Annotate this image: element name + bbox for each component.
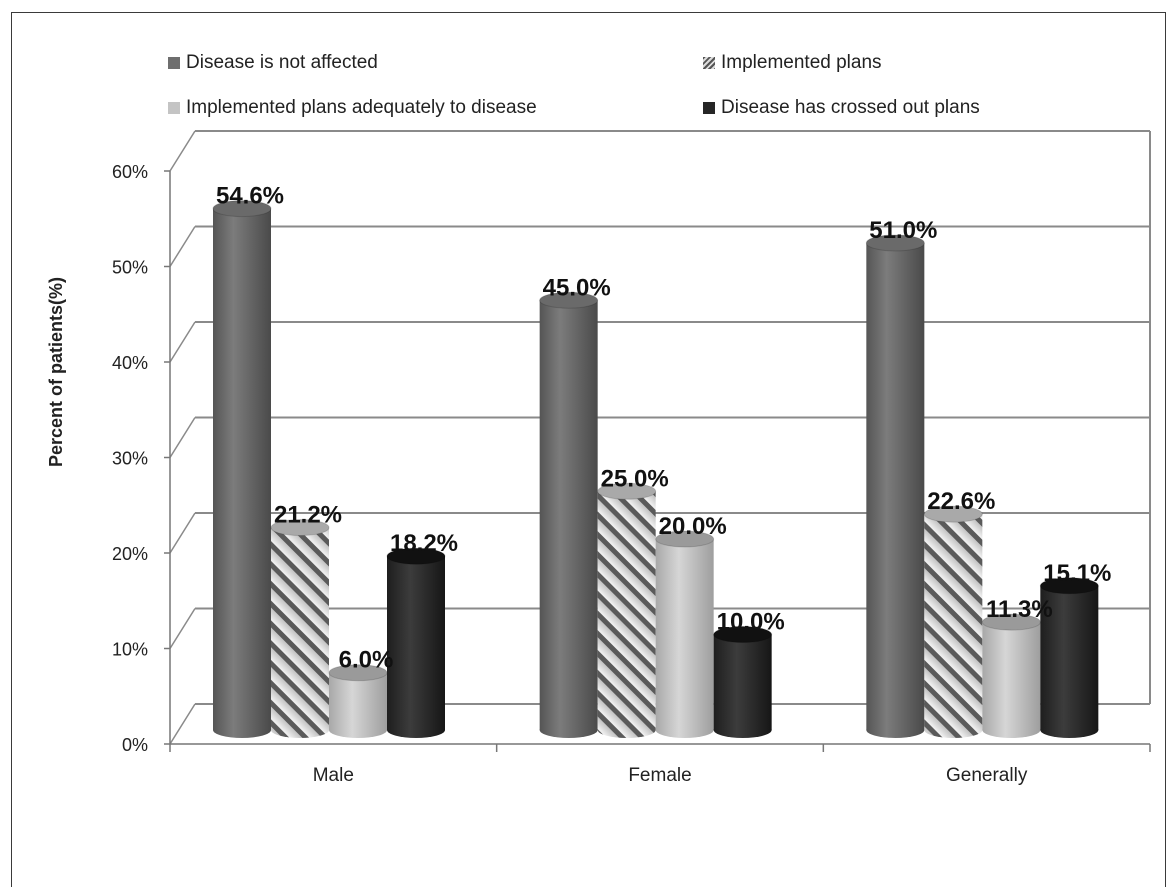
y-tick-label: 0% <box>122 735 148 755</box>
y-tick-label: 60% <box>112 162 148 182</box>
y-tick-label: 50% <box>112 258 148 278</box>
legend-label-disease-crossed-out: Disease has crossed out plans <box>721 97 980 118</box>
data-label: 22.6% <box>927 488 995 515</box>
bar-base <box>924 722 983 738</box>
bar-cap <box>981 613 1041 631</box>
data-label: 15.1% <box>1043 560 1111 587</box>
bar-base <box>271 722 329 738</box>
bar-base <box>539 722 598 738</box>
bar-cap <box>1039 577 1099 595</box>
y-tick-label: 20% <box>112 544 148 564</box>
bar-base <box>1040 722 1099 738</box>
bar-cap <box>597 482 657 500</box>
bar <box>713 634 772 730</box>
gridline-diagonal <box>169 226 196 267</box>
legend-item-disease-crossed-out: Disease has crossed out plans <box>703 97 980 119</box>
bar-cap <box>713 626 773 643</box>
bar-base <box>655 722 714 738</box>
data-label: 18.2% <box>390 530 458 557</box>
legend-item-implemented-plans: Implemented plans <box>703 52 882 74</box>
y-tick-label: 10% <box>112 640 148 660</box>
data-label: 20.0% <box>659 513 727 540</box>
bar <box>271 527 329 730</box>
bar-cap <box>212 200 272 218</box>
x-tick-label: Male <box>313 765 354 786</box>
legend-label-implemented-plans: Implemented plans <box>721 52 882 73</box>
bar <box>597 491 656 730</box>
bar-base <box>597 722 656 738</box>
x-tick-label: Female <box>628 765 691 786</box>
bar <box>387 556 445 730</box>
bar <box>866 242 925 730</box>
bar <box>924 514 983 730</box>
legend-label-implemented-plans-adequately: Implemented plans adequately to disease <box>186 97 537 118</box>
gridline-diagonal <box>169 321 196 363</box>
gridline-diagonal <box>169 130 196 172</box>
bar-base <box>866 722 925 738</box>
bar-cap <box>386 547 446 565</box>
bar-base <box>713 722 772 738</box>
data-label: 45.0% <box>543 274 611 301</box>
y-tick-label: 30% <box>112 449 148 469</box>
bar <box>539 300 598 730</box>
gridline-diagonal <box>169 512 196 554</box>
y-axis-title: Percent of patients(%) <box>46 277 66 467</box>
bar <box>1040 585 1099 730</box>
legend-swatch-disease-not-affected <box>168 57 180 69</box>
legend-item-implemented-plans-adequately: Implemented plans adequately to disease <box>168 97 537 119</box>
legend-item-disease-not-affected: Disease is not affected <box>168 52 378 74</box>
legend-swatch-implemented-plans <box>703 57 715 69</box>
bar <box>213 208 271 730</box>
bar-cap <box>865 234 925 252</box>
data-label: 11.3% <box>986 596 1053 623</box>
gridline-diagonal <box>169 608 196 649</box>
legend-label-disease-not-affected: Disease is not affected <box>186 52 378 73</box>
data-label: 21.2% <box>274 502 342 529</box>
data-label: 54.6% <box>216 183 284 210</box>
bar-base <box>213 722 271 738</box>
bar <box>982 622 1041 730</box>
legend-swatch-implemented-plans-adequately <box>168 102 180 114</box>
gridline-diagonal <box>169 703 196 745</box>
bar-base <box>387 722 445 738</box>
data-label: 10.0% <box>717 609 785 636</box>
bar-cap <box>270 519 330 537</box>
data-label: 25.0% <box>601 465 669 492</box>
legend-swatch-disease-crossed-out <box>703 102 715 114</box>
bar-base <box>329 722 387 738</box>
y-tick-label: 40% <box>112 353 148 373</box>
data-label: 6.0% <box>339 647 394 674</box>
bar-cap <box>923 505 983 523</box>
bar-base <box>982 722 1041 738</box>
bar <box>329 672 387 730</box>
gridline-diagonal <box>169 417 196 458</box>
x-tick-label: Generally <box>946 765 1028 786</box>
data-label: 51.0% <box>869 217 937 244</box>
bar-cap <box>539 291 599 309</box>
bar <box>655 539 714 730</box>
bar-cap <box>655 530 715 548</box>
